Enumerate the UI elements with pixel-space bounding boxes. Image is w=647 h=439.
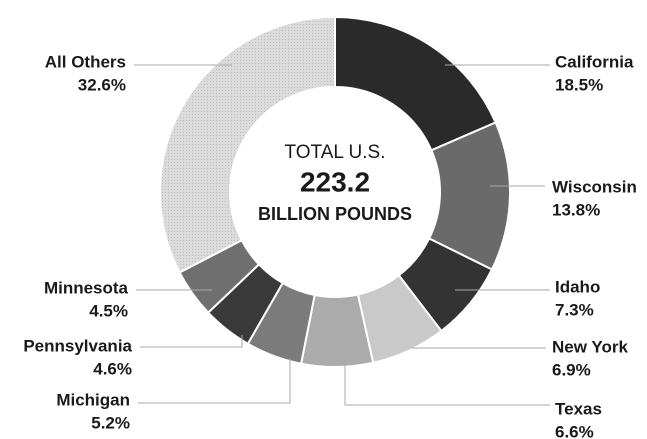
value-label: 18.5% xyxy=(555,75,603,94)
category-label: Minnesota xyxy=(44,278,129,297)
category-label: Idaho xyxy=(555,277,600,296)
center-total: 223.2 xyxy=(300,166,370,197)
value-label: 13.8% xyxy=(552,200,600,219)
value-label: 4.6% xyxy=(93,359,132,378)
value-label: 32.6% xyxy=(78,75,126,94)
value-label: 4.5% xyxy=(89,301,128,320)
slice xyxy=(159,15,336,274)
category-label: Michigan xyxy=(56,390,130,409)
category-label: California xyxy=(555,52,634,71)
value-label: 5.2% xyxy=(91,413,130,432)
category-label: New York xyxy=(552,337,628,356)
category-label: All Others xyxy=(45,52,126,71)
value-label: 6.6% xyxy=(555,422,594,439)
leader-line xyxy=(138,358,291,404)
donut xyxy=(159,15,511,368)
leader-lines xyxy=(134,64,550,406)
center-unit: BILLION POUNDS xyxy=(258,204,412,224)
leader-line xyxy=(140,335,243,348)
slice xyxy=(334,15,497,152)
center-label: TOTAL U.S. xyxy=(284,142,385,163)
category-label: Pennsylvania xyxy=(23,336,132,355)
category-label: Texas xyxy=(555,399,602,418)
leader-line xyxy=(344,362,550,406)
value-label: 7.3% xyxy=(555,300,594,319)
value-label: 6.9% xyxy=(552,360,591,379)
category-label: Wisconsin xyxy=(552,177,637,196)
